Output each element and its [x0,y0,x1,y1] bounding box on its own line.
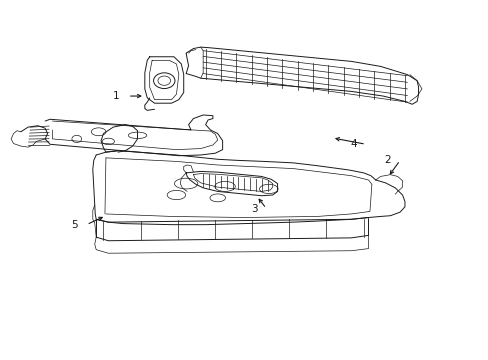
Text: 3: 3 [250,203,257,213]
Text: 4: 4 [350,139,357,149]
Text: 1: 1 [112,91,119,101]
Text: 2: 2 [384,156,390,165]
Text: 5: 5 [71,220,78,230]
